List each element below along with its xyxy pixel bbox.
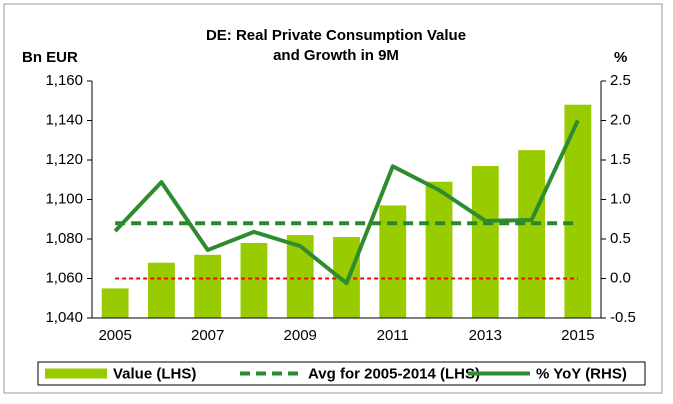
bar [101, 288, 129, 318]
x-tick-label: 2007 [191, 327, 224, 344]
y2-tick-label: 0.5 [610, 230, 631, 247]
y-tick-label: 1,060 [45, 269, 83, 286]
y2-axis-label: % [614, 49, 627, 66]
y2-tick-label: 2.5 [610, 72, 631, 89]
y2-tick-label: 1.5 [610, 151, 631, 168]
chart-border [3, 3, 663, 394]
bar [240, 242, 268, 318]
legend-swatch [45, 368, 107, 379]
x-tick-label: 2009 [284, 327, 317, 344]
y-tick-label: 1,100 [45, 190, 83, 207]
legend-label: Avg for 2005-2014 (LHS) [308, 365, 480, 382]
legend-label: % YoY (RHS) [536, 365, 627, 382]
y-tick-label: 1,080 [45, 230, 83, 247]
bar [518, 150, 546, 318]
y-axis-label: Bn EUR [22, 49, 78, 66]
legend [37, 361, 646, 386]
bar [425, 181, 453, 318]
y2-tick-label: 2.0 [610, 111, 631, 128]
y2-tick-label: 0.0 [610, 269, 631, 286]
bar [286, 235, 314, 318]
line-series [113, 119, 580, 286]
x-tick-label: 2013 [469, 327, 502, 344]
y2-tick-label: 1.0 [610, 190, 631, 207]
y-tick-label: 1,140 [45, 111, 83, 128]
x-tick-label: 2015 [561, 327, 594, 344]
chart-title: DE: Real Private Consumption Value [206, 27, 466, 44]
bar [147, 262, 175, 318]
x-tick-label: 2005 [98, 327, 131, 344]
y2-tick-label: -0.5 [610, 309, 636, 326]
chart-title: and Growth in 9M [273, 47, 399, 64]
x-tick-label: 2011 [377, 327, 409, 344]
y-tick-label: 1,040 [45, 309, 83, 326]
bar [471, 165, 499, 318]
legend-label: Value (LHS) [113, 365, 196, 382]
y-tick-label: 1,160 [45, 72, 83, 89]
bar [194, 254, 222, 318]
y-tick-label: 1,120 [45, 151, 83, 168]
